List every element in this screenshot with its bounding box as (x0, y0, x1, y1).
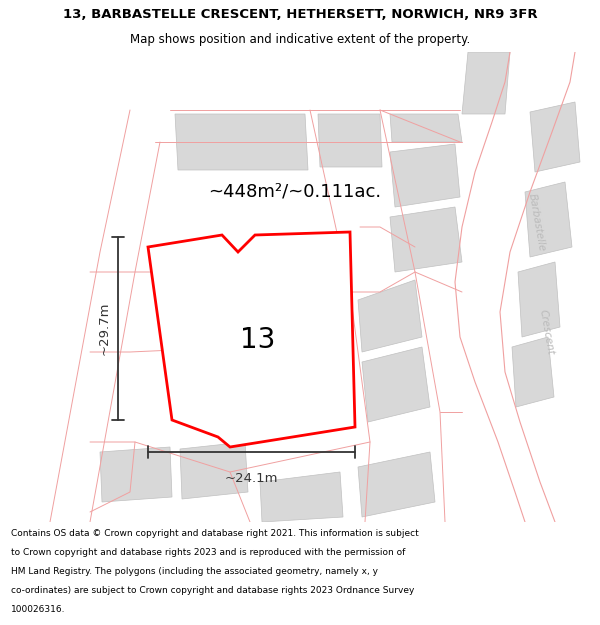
Text: Map shows position and indicative extent of the property.: Map shows position and indicative extent… (130, 33, 470, 46)
Polygon shape (100, 447, 172, 502)
Text: Barbastelle: Barbastelle (527, 192, 547, 252)
Polygon shape (358, 452, 435, 517)
Text: 100026316.: 100026316. (11, 606, 65, 614)
Polygon shape (390, 144, 460, 207)
Polygon shape (512, 337, 554, 407)
Text: ~24.1m: ~24.1m (225, 472, 278, 485)
Polygon shape (180, 442, 248, 499)
Polygon shape (198, 284, 338, 400)
Polygon shape (362, 347, 430, 422)
Text: 13, BARBASTELLE CRESCENT, HETHERSETT, NORWICH, NR9 3FR: 13, BARBASTELLE CRESCENT, HETHERSETT, NO… (62, 8, 538, 21)
Text: 13: 13 (241, 326, 275, 354)
Text: to Crown copyright and database rights 2023 and is reproduced with the permissio: to Crown copyright and database rights 2… (11, 548, 405, 558)
Polygon shape (358, 280, 422, 352)
Text: co-ordinates) are subject to Crown copyright and database rights 2023 Ordnance S: co-ordinates) are subject to Crown copyr… (11, 586, 414, 596)
Polygon shape (518, 262, 560, 337)
Text: Crescent: Crescent (538, 308, 556, 356)
Text: HM Land Registry. The polygons (including the associated geometry, namely x, y: HM Land Registry. The polygons (includin… (11, 568, 378, 576)
Polygon shape (390, 114, 462, 142)
Text: Contains OS data © Crown copyright and database right 2021. This information is : Contains OS data © Crown copyright and d… (11, 529, 419, 538)
Text: ~448m²/~0.111ac.: ~448m²/~0.111ac. (208, 183, 382, 201)
Polygon shape (148, 232, 355, 447)
Polygon shape (318, 114, 382, 167)
Text: ~29.7m: ~29.7m (97, 302, 110, 355)
Polygon shape (260, 472, 343, 522)
Polygon shape (175, 114, 308, 170)
Polygon shape (525, 182, 572, 257)
Polygon shape (390, 207, 462, 272)
Polygon shape (530, 102, 580, 172)
Polygon shape (462, 52, 510, 114)
